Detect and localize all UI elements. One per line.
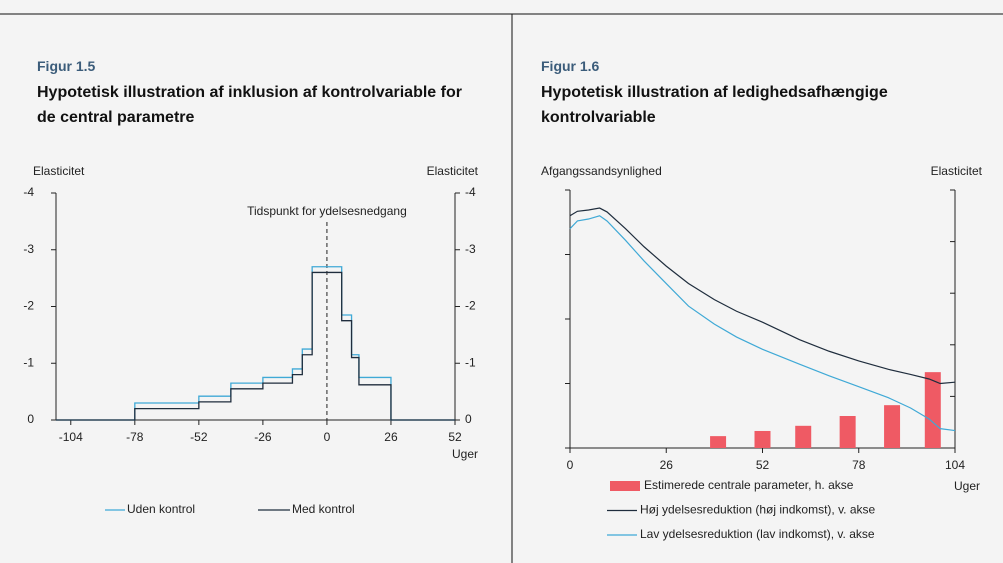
legend-label: Estimerede centrale parameter, h. akse [644, 478, 854, 492]
bar [924, 372, 941, 448]
x-tick-label: 52 [448, 430, 462, 444]
x-tick-label: -52 [190, 430, 208, 444]
y-tick-label: -1 [23, 355, 34, 369]
x-axis-label: Uger [954, 479, 980, 493]
bar [710, 436, 727, 448]
y2-axis-label: Elasticitet [931, 164, 983, 178]
bar [795, 425, 812, 448]
bar [839, 416, 856, 448]
legend-label: Høj ydelsesreduktion (høj indkomst), v. … [640, 503, 876, 517]
legend-label: Med kontrol [292, 502, 355, 516]
x-axis-label: Uger [452, 447, 478, 461]
x-tick-label: 26 [384, 430, 398, 444]
y2-tick-label: -2 [465, 299, 476, 313]
chart-title: Hypotetisk illustration af inklusion af … [37, 84, 462, 126]
legend-label: Lav ydelsesreduktion (lav indkomst), v. … [640, 527, 875, 541]
x-tick-label: -78 [126, 430, 144, 444]
bar [754, 430, 771, 448]
y-tick-label: -3 [23, 242, 34, 256]
x-tick-label: 78 [852, 458, 866, 472]
figure-label: Figur 1.6 [541, 58, 600, 74]
y2-tick-label: -1 [465, 355, 476, 369]
x-tick-label: 104 [945, 458, 965, 472]
y-axis-label: Elasticitet [33, 164, 85, 178]
figure-label: Figur 1.5 [37, 58, 96, 74]
legend-label: Uden kontrol [127, 502, 195, 516]
y-tick-label: -4 [23, 185, 34, 199]
line [569, 215, 956, 432]
x-tick-label: 52 [756, 458, 770, 472]
annotation: Tidspunkt for ydelsesnedgang [247, 204, 407, 218]
x-tick-label: 0 [567, 458, 574, 472]
y2-axis-label: Elasticitet [427, 164, 479, 178]
bar [884, 405, 901, 448]
x-tick-label: 26 [660, 458, 674, 472]
line [56, 271, 455, 421]
y2-tick-label: -3 [465, 242, 476, 256]
chart-title: Hypotetisk illustration af ledighedsafhæ… [541, 84, 888, 126]
y-tick-label: -2 [23, 299, 34, 313]
y-axis-label: Afgangssandsynlighed [541, 164, 662, 178]
x-tick-label: 0 [324, 430, 331, 444]
y2-tick-label: -4 [465, 185, 476, 199]
y2-tick-label: 0 [465, 412, 472, 426]
x-tick-label: -26 [254, 430, 272, 444]
x-tick-label: -104 [59, 430, 83, 444]
line [569, 207, 956, 385]
y-tick-label: 0 [27, 412, 34, 426]
legend-swatch [610, 481, 640, 491]
line [56, 266, 455, 421]
